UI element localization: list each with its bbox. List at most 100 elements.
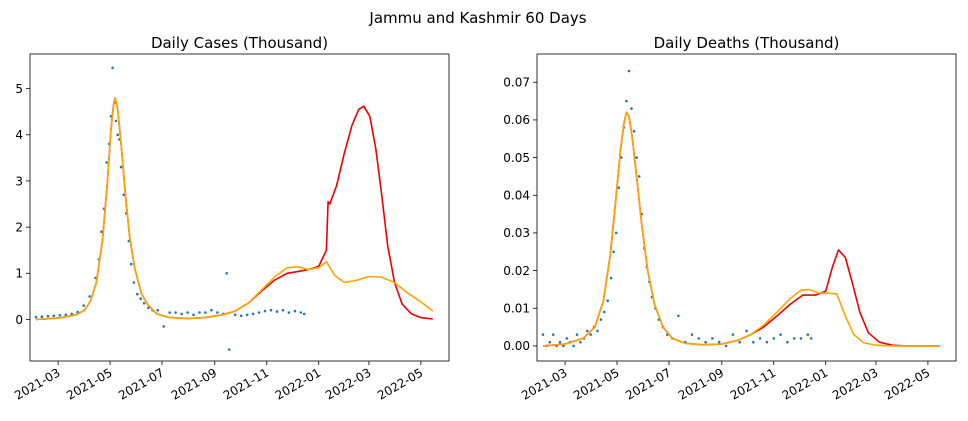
cases-observed-point bbox=[293, 309, 297, 313]
deaths-plot-area bbox=[541, 69, 940, 348]
deaths-y-tick-label: 0.06 bbox=[503, 113, 530, 127]
cases-observed-point bbox=[136, 292, 139, 296]
cases-observed-point bbox=[225, 272, 228, 275]
deaths-observed-point bbox=[627, 69, 631, 73]
deaths-observed-point bbox=[677, 314, 680, 318]
cases-observed-point bbox=[111, 66, 114, 70]
deaths-observed-point bbox=[575, 333, 579, 336]
cases-axes-frame bbox=[29, 53, 450, 362]
deaths-observed-point bbox=[704, 340, 707, 344]
deaths-observed-point bbox=[697, 337, 701, 340]
deaths-panel: Daily Deaths (Thousand) bbox=[536, 34, 957, 362]
cases-observed-point bbox=[174, 311, 177, 314]
cases-observed-point bbox=[263, 309, 267, 313]
cases-observed-point bbox=[233, 313, 237, 317]
deaths-y-tick-label: 0.07 bbox=[503, 76, 530, 90]
deaths-observed-point bbox=[630, 107, 633, 110]
cases-observed-point bbox=[192, 313, 195, 317]
deaths-panel-title: Daily Deaths (Thousand) bbox=[654, 34, 840, 52]
deaths-observed-point bbox=[792, 337, 796, 340]
deaths-observed-point bbox=[786, 340, 789, 344]
cases-y-tick-label: 1 bbox=[15, 267, 23, 281]
deaths-observed-point bbox=[690, 333, 694, 336]
deaths-y-tick-label: 0.05 bbox=[503, 151, 530, 165]
cases-observed-point bbox=[275, 310, 279, 313]
cases-y-tick-label: 3 bbox=[15, 174, 23, 188]
deaths-observed-point bbox=[738, 340, 741, 344]
deaths-y-tick-label: 0.02 bbox=[503, 264, 530, 278]
deaths-observed-point bbox=[711, 337, 714, 340]
deaths-observed-point bbox=[565, 337, 569, 340]
deaths-observed-point bbox=[772, 337, 776, 340]
deaths-observed-point bbox=[758, 337, 762, 340]
deaths-observed-point bbox=[589, 333, 592, 336]
deaths-observed-point bbox=[606, 299, 609, 303]
deaths-observed-point bbox=[637, 175, 641, 178]
deaths-observed-point bbox=[558, 340, 562, 344]
cases-observed-point bbox=[139, 297, 142, 301]
deaths-observed-point bbox=[617, 186, 621, 189]
deaths-observed-point bbox=[765, 340, 769, 344]
cases-observed-point bbox=[142, 302, 146, 305]
deaths-observed-point bbox=[572, 344, 575, 348]
cases-observed-point bbox=[269, 308, 273, 312]
cases-observed-point bbox=[58, 314, 62, 317]
deaths-model-orange-line bbox=[542, 111, 940, 347]
deaths-observed-point bbox=[752, 340, 755, 344]
deaths-observed-point bbox=[548, 340, 552, 344]
cases-panel: Daily Cases (Thousand) bbox=[29, 34, 450, 362]
deaths-observed-point bbox=[635, 156, 638, 159]
cases-model-orange-line bbox=[35, 97, 434, 321]
cases-y-tick-label: 4 bbox=[15, 128, 23, 142]
cases-observed-point bbox=[122, 193, 125, 197]
cases-y-tick-label: 2 bbox=[15, 220, 23, 234]
deaths-observed-point bbox=[579, 340, 582, 344]
deaths-observed-point bbox=[585, 329, 589, 333]
cases-observed-point bbox=[162, 325, 165, 328]
cases-observed-point bbox=[70, 312, 73, 316]
cases-observed-point bbox=[52, 314, 56, 318]
cases-observed-point bbox=[119, 165, 123, 169]
deaths-observed-point bbox=[632, 129, 636, 133]
cases-observed-point bbox=[257, 311, 261, 314]
deaths-observed-point bbox=[717, 340, 721, 344]
cases-observed-point bbox=[287, 311, 291, 314]
cases-observed-point bbox=[198, 311, 201, 314]
cases-y-tick-label: 0 bbox=[15, 313, 23, 327]
deaths-observed-point bbox=[603, 310, 606, 314]
deaths-y-tick-label: 0.03 bbox=[503, 226, 530, 240]
deaths-observed-point bbox=[779, 333, 782, 336]
deaths-observed-point bbox=[809, 337, 813, 340]
cases-observed-point bbox=[186, 311, 189, 314]
cases-observed-point bbox=[116, 133, 119, 137]
deaths-y-tick-label: 0.01 bbox=[503, 302, 530, 316]
cases-observed-point bbox=[228, 348, 231, 351]
deaths-observed-point bbox=[562, 344, 565, 348]
deaths-observed-point bbox=[551, 333, 555, 336]
cases-observed-point bbox=[251, 312, 255, 316]
cases-observed-point bbox=[216, 311, 219, 314]
cases-observed-point bbox=[168, 311, 171, 314]
cases-observed-point bbox=[46, 314, 50, 318]
deaths-observed-point bbox=[731, 333, 735, 336]
cases-observed-point bbox=[245, 313, 249, 317]
figure-title: Jammu and Kashmir 60 Days bbox=[368, 9, 586, 27]
deaths-observed-point bbox=[596, 329, 599, 333]
deaths-observed-point bbox=[599, 318, 603, 321]
deaths-observed-point bbox=[541, 333, 545, 336]
cases-y-tick-label: 5 bbox=[15, 82, 23, 96]
deaths-observed-point bbox=[724, 344, 728, 348]
deaths-axes-frame bbox=[536, 53, 957, 362]
deaths-observed-point bbox=[625, 99, 628, 103]
cases-observed-point bbox=[156, 308, 159, 312]
cases-observed-point bbox=[204, 311, 207, 314]
cases-observed-point bbox=[299, 311, 303, 314]
cases-observed-point bbox=[281, 308, 285, 312]
cases-observed-point bbox=[210, 308, 213, 312]
deaths-y-tick-label: 0.04 bbox=[503, 189, 530, 203]
cases-observed-point bbox=[100, 230, 103, 233]
cases-observed-point bbox=[105, 161, 108, 164]
cases-observed-point bbox=[114, 119, 118, 123]
